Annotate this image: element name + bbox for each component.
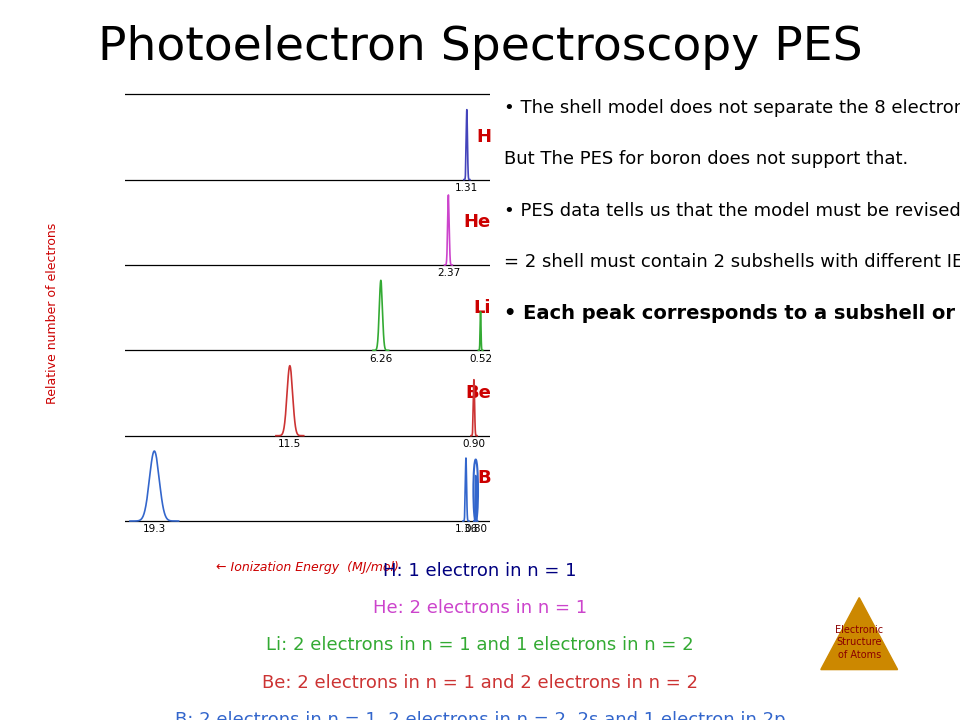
Text: He: 2 electrons in n = 1: He: 2 electrons in n = 1: [372, 599, 588, 617]
Text: Electronic
Structure
of Atoms: Electronic Structure of Atoms: [835, 625, 883, 660]
Text: 0.90: 0.90: [463, 439, 486, 449]
Text: • Each peak corresponds to a subshell or sublevel.: • Each peak corresponds to a subshell or…: [504, 305, 960, 323]
Text: B: B: [477, 469, 491, 487]
Text: 0.52: 0.52: [469, 354, 492, 364]
Text: But The PES for boron does not support that.: But The PES for boron does not support t…: [504, 150, 908, 168]
Text: B: 2 electrons in n = 1, 2 electrons in n = 2, 2s and 1 electron in 2p: B: 2 electrons in n = 1, 2 electrons in …: [175, 711, 785, 720]
Text: Be: 2 electrons in n = 1 and 2 electrons in n = 2: Be: 2 electrons in n = 1 and 2 electrons…: [262, 674, 698, 692]
Text: • The shell model does not separate the 8 electrons in n = 2.: • The shell model does not separate the …: [504, 99, 960, 117]
Text: 1.36: 1.36: [454, 524, 477, 534]
Text: = 2 shell must contain 2 subshells with different IE.: = 2 shell must contain 2 subshells with …: [504, 253, 960, 271]
Text: 11.5: 11.5: [278, 439, 301, 449]
Text: 1.31: 1.31: [455, 183, 478, 193]
Text: 19.3: 19.3: [143, 524, 166, 534]
Text: Be: Be: [465, 384, 491, 402]
Text: 6.26: 6.26: [370, 354, 393, 364]
Text: H: 1 electron in n = 1: H: 1 electron in n = 1: [383, 562, 577, 580]
Text: He: He: [464, 213, 491, 231]
Text: Relative number of electrons: Relative number of electrons: [46, 222, 60, 404]
Text: 0.80: 0.80: [465, 524, 488, 534]
Text: H: H: [476, 128, 491, 146]
Text: • PES data tells us that the model must be revised, as the n: • PES data tells us that the model must …: [504, 202, 960, 220]
Text: 2.37: 2.37: [437, 269, 460, 279]
Text: Li: Li: [473, 299, 491, 317]
Text: Li: 2 electrons in n = 1 and 1 electrons in n = 2: Li: 2 electrons in n = 1 and 1 electrons…: [266, 636, 694, 654]
Text: Photoelectron Spectroscopy PES: Photoelectron Spectroscopy PES: [98, 25, 862, 71]
Text: ← Ionization Energy  (MJ/mol): ← Ionization Energy (MJ/mol): [216, 561, 398, 574]
